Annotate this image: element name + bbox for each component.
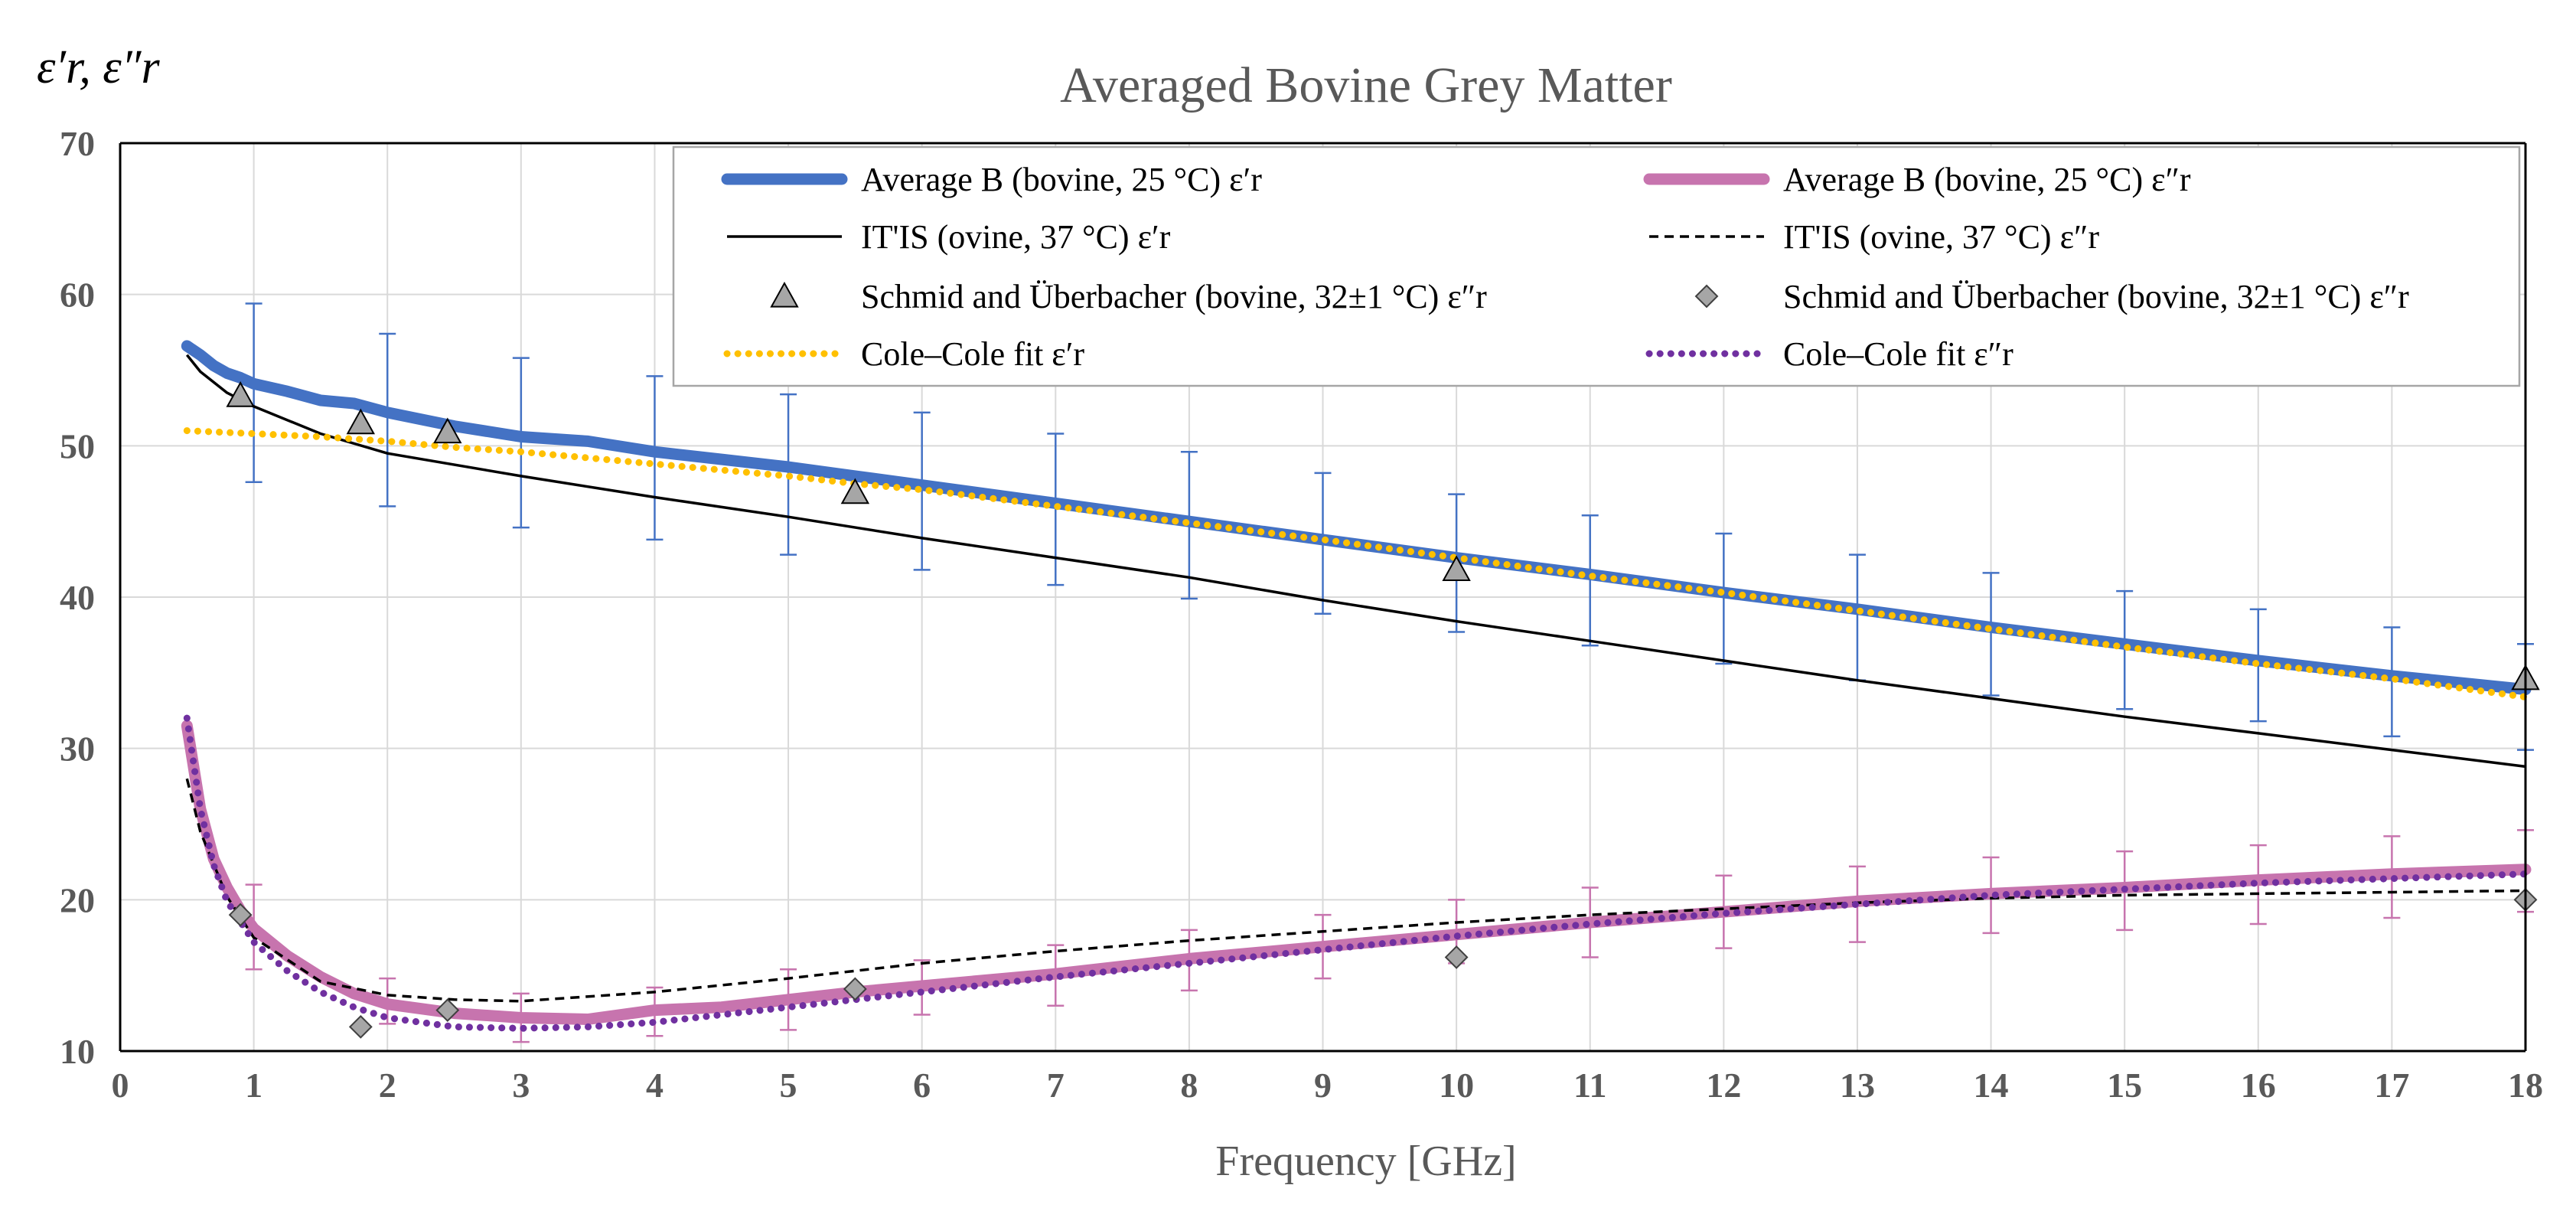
legend-label: Average B (bovine, 25 °C) ε′r xyxy=(861,161,1262,198)
legend-label: Average B (bovine, 25 °C) ε″r xyxy=(1783,161,2191,198)
y-tick-label: 20 xyxy=(60,880,95,919)
x-tick-label: 6 xyxy=(913,1066,931,1105)
legend-triangle-marker xyxy=(770,281,799,308)
x-tick-label: 15 xyxy=(2107,1066,2142,1105)
y-tick-label: 70 xyxy=(60,124,95,163)
legend: Average B (bovine, 25 °C) ε′r Average B (… xyxy=(672,145,2521,387)
x-tick-label: 14 xyxy=(1974,1066,2009,1105)
legend-label: IT'IS (ovine, 37 °C) ε″r xyxy=(1783,218,2099,256)
chart-title: Averaged Bovine Grey Matter xyxy=(1060,57,1672,113)
triangle-marker xyxy=(1442,555,1471,582)
legend-label: IT'IS (ovine, 37 °C) ε′r xyxy=(861,218,1171,256)
triangle-marker xyxy=(226,381,255,407)
x-tick-label: 1 xyxy=(245,1066,262,1105)
y-tick-label: 60 xyxy=(60,276,95,315)
legend-label: Cole–Cole fit ε″r xyxy=(1783,335,2014,373)
series-line-6 xyxy=(183,427,2529,700)
diamond-marker xyxy=(435,998,460,1023)
x-tick-label: 9 xyxy=(1314,1066,1332,1105)
x-tick-label: 10 xyxy=(1439,1066,1474,1105)
x-axis-label: Frequency [GHz] xyxy=(1215,1138,1516,1185)
series-layer xyxy=(181,340,2532,1032)
x-tick-label: 0 xyxy=(112,1066,129,1105)
legend-diamond-marker xyxy=(1694,284,1719,309)
x-tick-label: 16 xyxy=(2241,1066,2276,1105)
y-tick-label: 10 xyxy=(60,1032,95,1071)
y-axis-label: ε′r, ε″r xyxy=(37,41,161,93)
x-tick-label: 12 xyxy=(1706,1066,1741,1105)
diamond-marker xyxy=(228,903,253,927)
y-tick-label: 30 xyxy=(60,730,95,769)
triangle-marker xyxy=(840,478,870,504)
diamond-marker xyxy=(348,1014,373,1039)
x-tick-label: 7 xyxy=(1047,1066,1065,1105)
series-line-7 xyxy=(183,714,2529,1032)
x-tick-label: 4 xyxy=(646,1066,664,1105)
axes xyxy=(119,142,2527,1053)
legend-label: Cole–Cole fit ε′r xyxy=(861,335,1084,373)
x-tick-label: 17 xyxy=(2374,1066,2409,1105)
marker-layer xyxy=(226,381,2540,1039)
legend-label: Schmid and Überbacher (bovine, 32±1 °C) … xyxy=(1783,278,2409,315)
diamond-marker xyxy=(1444,945,1469,969)
y-tick-label: 50 xyxy=(60,426,95,465)
x-tick-label: 2 xyxy=(379,1066,396,1105)
x-tick-label: 3 xyxy=(512,1066,530,1105)
y-tick-label: 40 xyxy=(60,578,95,617)
triangle-marker xyxy=(346,408,375,435)
triangle-marker xyxy=(433,417,462,444)
legend-box xyxy=(672,145,2521,387)
series-line-1 xyxy=(181,720,2532,1025)
legend-label: Schmid and Überbacher (bovine, 32±1 °C) … xyxy=(861,278,1487,315)
tick-labels: 0 1 2 3 4 5 6 7 8 9 10 11 12 13 14 15 16 17 18102030405060… xyxy=(60,124,2543,1105)
x-tick-label: 8 xyxy=(1180,1066,1198,1105)
x-tick-label: 18 xyxy=(2508,1066,2543,1105)
x-tick-label: 5 xyxy=(780,1066,797,1105)
series-line-2 xyxy=(185,354,2526,769)
x-tick-label: 11 xyxy=(1573,1066,1606,1105)
diamond-marker xyxy=(843,977,867,1001)
x-tick-label: 13 xyxy=(1840,1066,1875,1105)
